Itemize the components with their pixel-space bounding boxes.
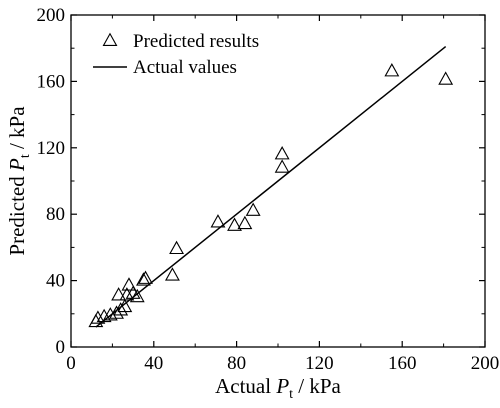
data-point — [384, 63, 400, 77]
legend-label-actual: Actual values — [133, 57, 237, 78]
legend: Predicted results Actual values — [93, 31, 259, 78]
axis-ticks: 0 40 80 120 160 200 0 40 80 120 160 200 — [37, 5, 500, 374]
legend-marker-predicted — [102, 32, 118, 46]
data-point — [90, 310, 106, 324]
legend-label-predicted: Predicted results — [133, 31, 259, 52]
data-point — [438, 71, 454, 85]
data-point — [138, 270, 153, 284]
x-tick-label: 40 — [144, 353, 163, 374]
x-tick-label: 200 — [471, 353, 500, 374]
actual-values-line — [95, 45, 447, 328]
data-point — [136, 272, 151, 286]
x-tick-label: 0 — [66, 353, 76, 374]
data-point — [274, 146, 290, 160]
data-point — [274, 159, 290, 173]
data-point — [210, 214, 226, 228]
y-tick-label: 200 — [37, 5, 66, 26]
x-axis-title: Actual Pt / kPa — [215, 374, 341, 402]
x-tick-label: 80 — [227, 353, 246, 374]
line-series — [95, 45, 447, 328]
x-tick-label: 120 — [305, 353, 334, 374]
data-point — [164, 267, 180, 281]
data-point — [96, 308, 112, 323]
data-point — [109, 305, 124, 319]
x-tick-label: 160 — [388, 353, 417, 374]
data-point — [169, 240, 185, 255]
data-points — [88, 63, 454, 328]
y-tick-label: 80 — [46, 204, 65, 225]
data-point — [119, 287, 135, 301]
y-tick-label: 40 — [46, 271, 65, 292]
data-point — [245, 202, 261, 216]
data-point — [111, 287, 127, 301]
y-tick-label: 0 — [56, 337, 66, 358]
y-tick-label: 160 — [37, 71, 66, 92]
data-point — [227, 217, 242, 231]
y-tick-label: 120 — [37, 138, 66, 159]
data-point — [102, 307, 118, 321]
data-point — [237, 215, 253, 230]
data-point — [121, 277, 137, 291]
y-axis-title: Predicted Pt / kPa — [5, 106, 33, 256]
